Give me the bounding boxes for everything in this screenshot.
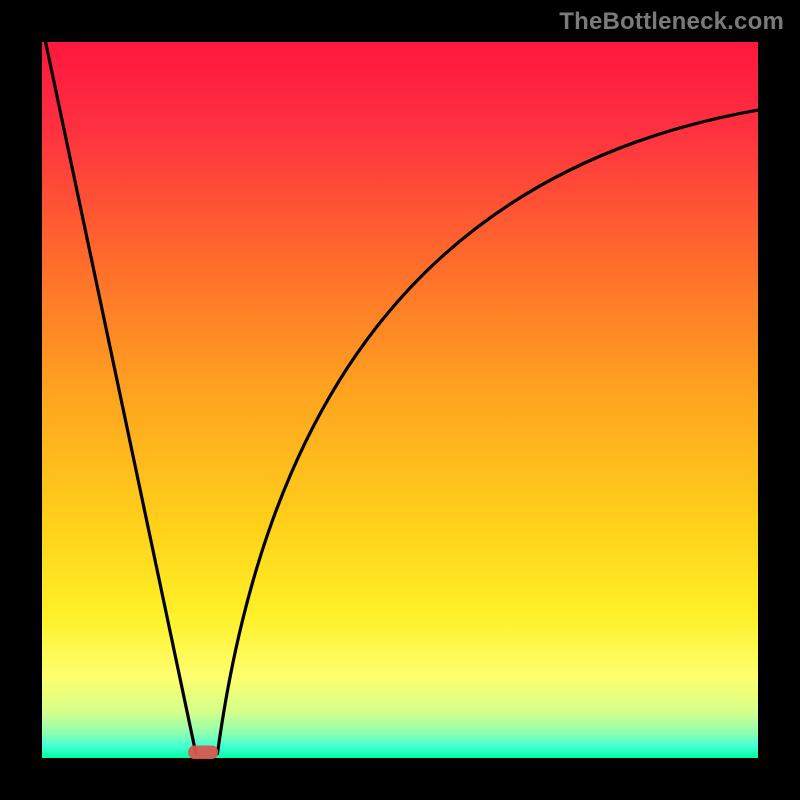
plot-gradient: [42, 42, 758, 758]
bottleneck-chart: [0, 0, 800, 800]
optimal-point-marker: [188, 745, 218, 759]
watermark-text: TheBottleneck.com: [559, 8, 784, 36]
chart-container: TheBottleneck.com: [0, 0, 800, 800]
